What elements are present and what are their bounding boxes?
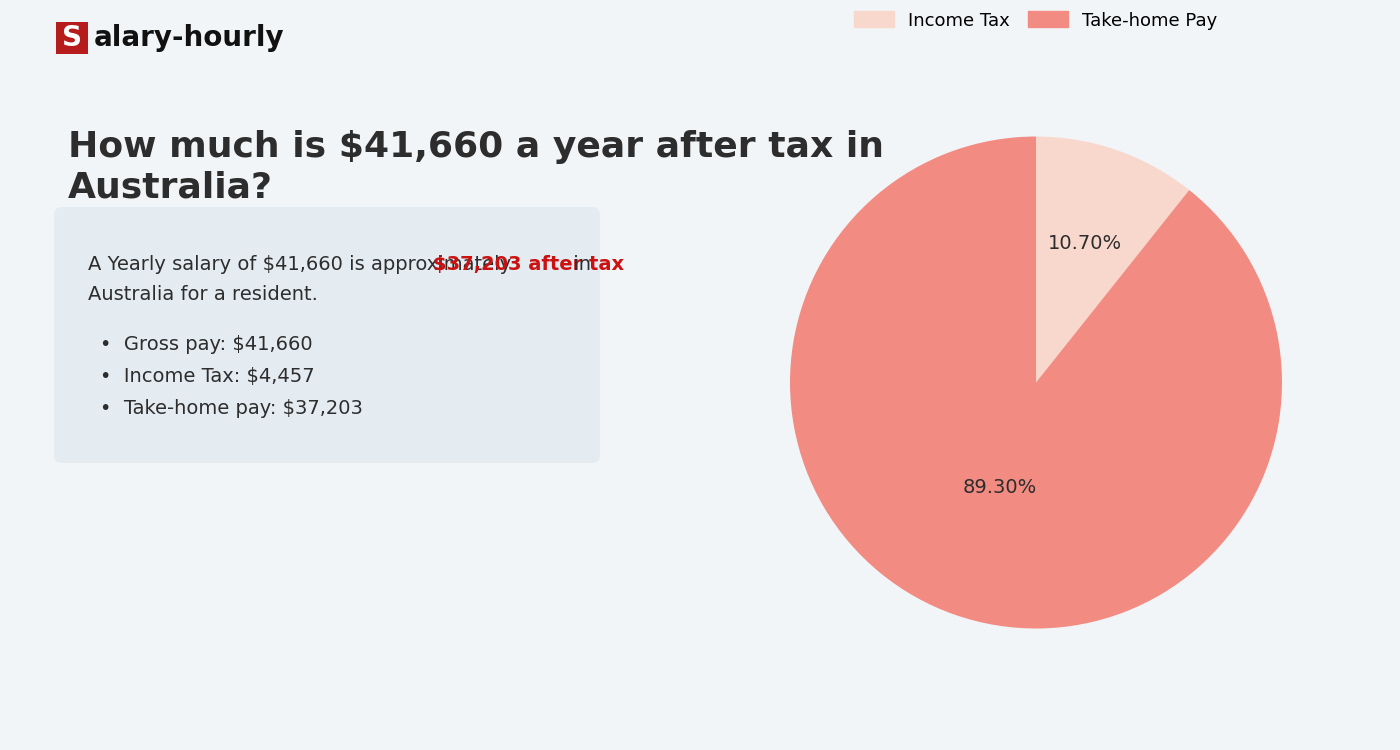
FancyBboxPatch shape — [55, 207, 601, 463]
Text: Australia for a resident.: Australia for a resident. — [88, 285, 318, 304]
Text: $37,203 after tax: $37,203 after tax — [434, 255, 624, 274]
Text: S: S — [62, 24, 83, 52]
Text: •  Take-home pay: $37,203: • Take-home pay: $37,203 — [99, 399, 363, 418]
Text: A Yearly salary of $41,660 is approximately: A Yearly salary of $41,660 is approximat… — [88, 255, 518, 274]
FancyBboxPatch shape — [56, 22, 88, 54]
Text: •  Income Tax: $4,457: • Income Tax: $4,457 — [99, 367, 315, 386]
Text: Australia?: Australia? — [69, 170, 273, 204]
Legend: Income Tax, Take-home Pay: Income Tax, Take-home Pay — [847, 4, 1225, 37]
Wedge shape — [1036, 136, 1189, 382]
Text: How much is $41,660 a year after tax in: How much is $41,660 a year after tax in — [69, 130, 883, 164]
Text: 89.30%: 89.30% — [962, 478, 1036, 496]
Text: 10.70%: 10.70% — [1047, 234, 1121, 253]
Text: •  Gross pay: $41,660: • Gross pay: $41,660 — [99, 335, 312, 354]
Text: in: in — [567, 255, 591, 274]
Wedge shape — [790, 136, 1282, 628]
Text: alary-hourly: alary-hourly — [94, 24, 284, 52]
